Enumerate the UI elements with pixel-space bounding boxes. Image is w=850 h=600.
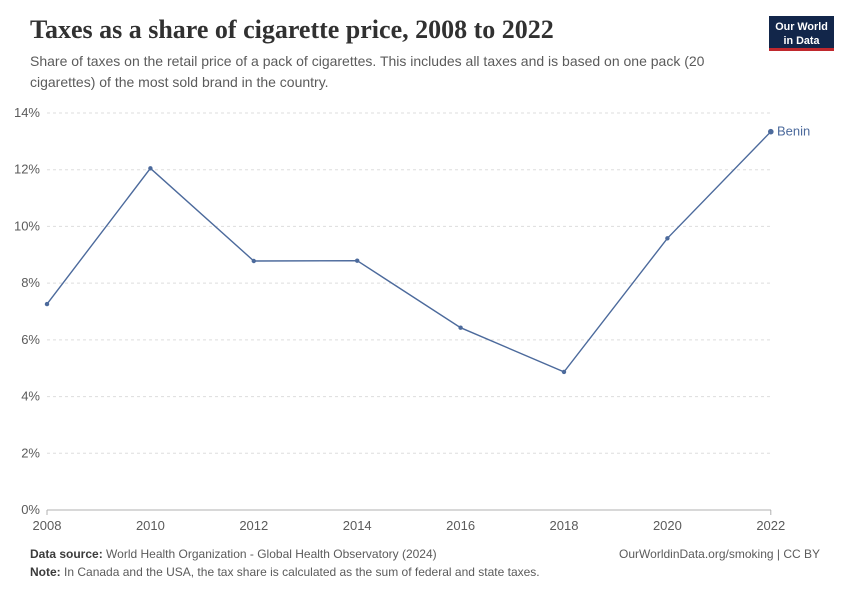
svg-text:2%: 2% bbox=[21, 445, 40, 460]
svg-text:2018: 2018 bbox=[550, 518, 579, 530]
svg-text:Benin: Benin bbox=[777, 124, 810, 139]
svg-text:0%: 0% bbox=[21, 502, 40, 517]
svg-text:2008: 2008 bbox=[33, 518, 62, 530]
svg-text:2022: 2022 bbox=[756, 518, 785, 530]
svg-text:8%: 8% bbox=[21, 275, 40, 290]
svg-text:2016: 2016 bbox=[446, 518, 475, 530]
svg-text:14%: 14% bbox=[14, 105, 40, 120]
svg-text:2014: 2014 bbox=[343, 518, 372, 530]
svg-text:2010: 2010 bbox=[136, 518, 165, 530]
svg-text:4%: 4% bbox=[21, 389, 40, 404]
svg-text:12%: 12% bbox=[14, 162, 40, 177]
svg-text:6%: 6% bbox=[21, 332, 40, 347]
svg-text:10%: 10% bbox=[14, 218, 40, 233]
svg-text:2020: 2020 bbox=[653, 518, 682, 530]
svg-text:2012: 2012 bbox=[239, 518, 268, 530]
